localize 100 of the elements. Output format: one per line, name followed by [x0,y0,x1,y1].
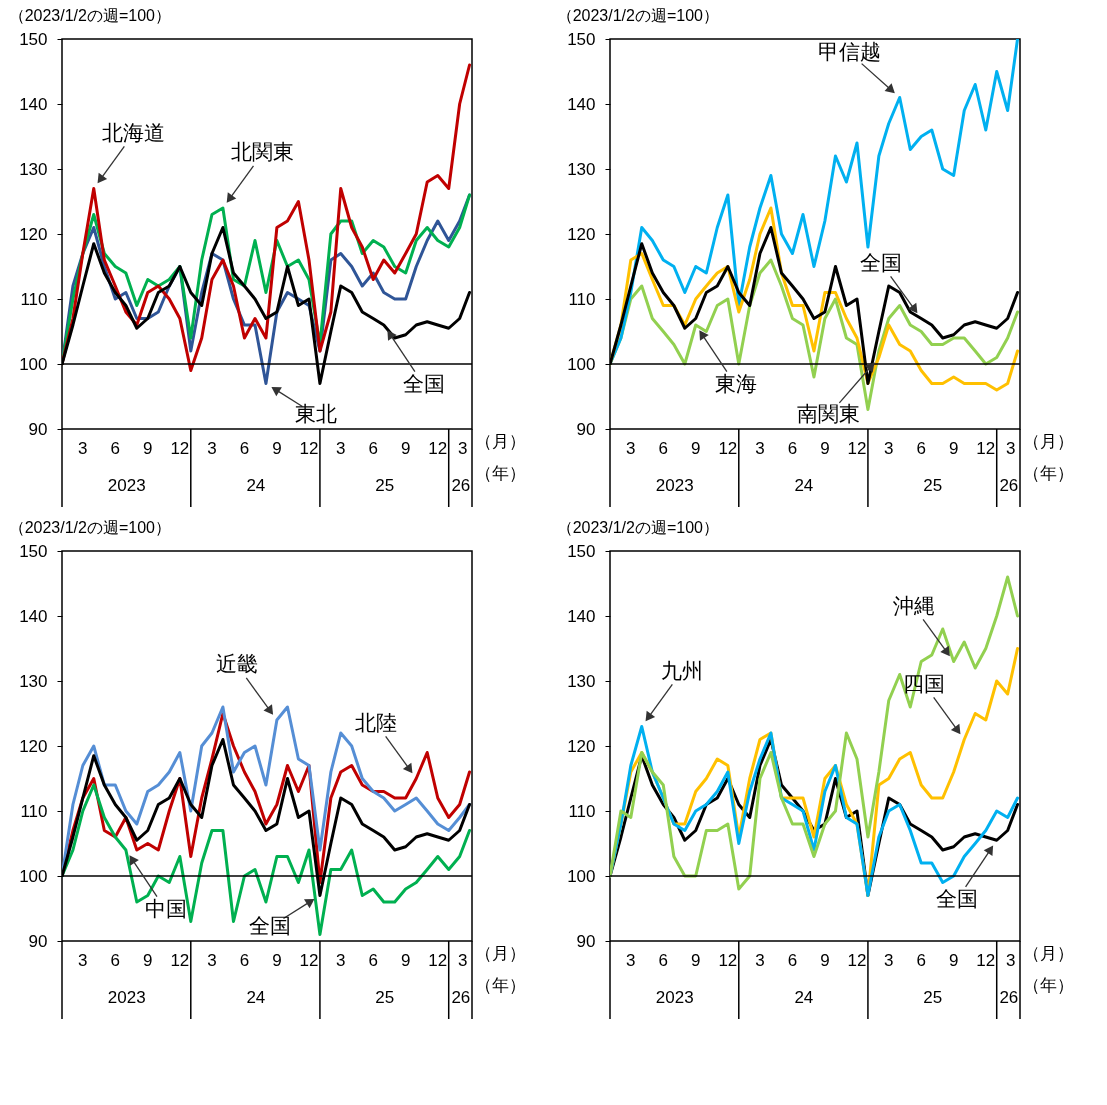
annotation: 全国 [402,372,445,395]
x2-tick-label: 2023 [655,475,694,495]
x-tick-label: 12 [976,951,996,970]
x2-tick-label: 26 [999,475,1019,495]
x2-tick-label: 25 [923,987,943,1007]
x-tick-label: 3 [458,439,468,458]
x-tick-label: 3 [1006,951,1016,970]
x2-axis-title: （年） [1022,463,1074,483]
annotation: 南関東 [797,402,861,425]
x-tick-label: 12 [428,951,448,970]
annotation: 東北 [294,402,337,425]
x-tick-label: 3 [626,951,636,970]
chart-title: （2023/1/2の週=100） [556,7,719,24]
x-tick-label: 9 [272,951,282,970]
x-tick-label: 9 [820,439,830,458]
y-tick-label: 90 [576,931,596,951]
x-tick-label: 6 [239,951,250,970]
x2-tick-label: 26 [999,987,1019,1007]
annotation: 北関東 [231,140,295,163]
y-tick-label: 140 [19,606,48,626]
y-tick-label: 130 [567,159,596,179]
x2-axis-title: （年） [474,975,526,995]
annotation: 全国 [248,914,291,937]
x-tick-label: 6 [110,951,121,970]
x2-tick-label: 26 [451,987,471,1007]
x2-tick-label: 25 [923,475,943,495]
y-tick-label: 140 [567,94,596,114]
x-tick-label: 12 [847,439,867,458]
x-tick-label: 9 [691,439,701,458]
x-tick-label: 9 [948,439,959,458]
x2-tick-label: 25 [375,475,395,495]
y-tick-label: 90 [576,419,596,439]
y-tick-label: 140 [19,94,48,114]
chart-title: （2023/1/2の週=100） [8,7,171,24]
x-tick-label: 6 [368,951,378,970]
x2-tick-label: 24 [794,987,814,1007]
x-tick-label: 12 [170,951,190,970]
x-tick-label: 3 [336,439,346,458]
annotation: 東海 [714,372,757,395]
annotation: 近畿 [215,652,258,675]
x-tick-label: 6 [916,439,926,458]
y-tick-label: 140 [567,606,596,626]
annotation: 中国 [144,897,187,920]
x-tick-label: 9 [400,439,411,458]
y-tick-label: 130 [19,159,48,179]
x-tick-label: 12 [718,951,738,970]
x-tick-label: 9 [948,951,959,970]
y-tick-label: 90 [28,419,48,439]
y-tick-label: 150 [19,29,48,49]
x-tick-label: 9 [691,951,701,970]
y-tick-label: 110 [568,801,596,821]
x-tick-label: 3 [626,439,636,458]
x2-axis-title: （年） [474,463,526,483]
chart-title: （2023/1/2の週=100） [8,519,171,536]
annotation: 九州 [660,658,703,682]
y-tick-label: 90 [28,931,48,951]
x-axis-title: （月） [474,943,526,963]
x-tick-label: 9 [272,439,282,458]
x-tick-label: 6 [787,951,798,970]
x-tick-label: 12 [299,439,319,458]
x-tick-label: 3 [884,951,894,970]
x-axis-title: （月） [1022,943,1074,963]
x2-tick-label: 25 [375,987,395,1007]
y-tick-label: 120 [567,736,596,756]
x2-tick-label: 26 [451,475,471,495]
x-tick-label: 3 [78,439,88,458]
x2-tick-label: 2023 [107,987,146,1007]
x-tick-label: 9 [143,951,153,970]
y-tick-label: 120 [19,736,48,756]
x-tick-label: 12 [847,951,867,970]
y-tick-label: 120 [567,224,596,244]
x2-tick-label: 24 [794,475,814,495]
x-tick-label: 6 [658,951,669,970]
y-tick-label: 110 [568,289,596,309]
y-tick-label: 110 [20,801,48,821]
annotation: 甲信越 [818,40,882,63]
annotation: 沖縄 [892,593,935,617]
x-tick-label: 3 [755,951,765,970]
y-tick-label: 100 [19,354,48,374]
annotation: 全国 [860,250,903,274]
x-axis-title: （月） [474,431,526,451]
y-tick-label: 150 [567,541,596,561]
x-tick-label: 9 [820,951,830,970]
y-tick-label: 120 [19,224,48,244]
y-tick-label: 100 [567,354,596,374]
x2-tick-label: 24 [246,987,266,1007]
y-tick-label: 150 [567,29,596,49]
y-tick-label: 130 [567,671,596,691]
x-tick-label: 3 [78,951,88,970]
annotation: 北陸 [355,710,398,734]
x-tick-label: 3 [458,951,468,970]
x2-axis-title: （年） [1022,975,1074,995]
x-tick-label: 3 [336,951,346,970]
y-tick-label: 100 [19,866,48,886]
x-tick-label: 12 [170,439,190,458]
x-tick-label: 12 [428,439,448,458]
x-tick-label: 6 [368,439,378,458]
annotation: 北海道 [102,120,166,144]
x-tick-label: 12 [299,951,319,970]
x2-tick-label: 24 [246,475,266,495]
